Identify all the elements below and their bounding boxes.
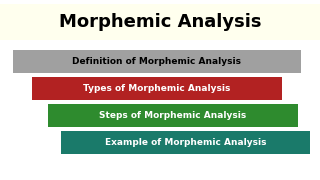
Text: Morphemic Analysis: Morphemic Analysis (59, 13, 261, 31)
Text: Steps of Morphemic Analysis: Steps of Morphemic Analysis (99, 111, 246, 120)
Text: Example of Morphemic Analysis: Example of Morphemic Analysis (105, 138, 266, 147)
FancyBboxPatch shape (13, 50, 301, 73)
FancyBboxPatch shape (61, 131, 310, 154)
FancyBboxPatch shape (0, 4, 320, 40)
Text: Definition of Morphemic Analysis: Definition of Morphemic Analysis (72, 57, 241, 66)
FancyBboxPatch shape (32, 77, 282, 100)
FancyBboxPatch shape (48, 104, 298, 127)
Text: Types of Morphemic Analysis: Types of Morphemic Analysis (83, 84, 230, 93)
